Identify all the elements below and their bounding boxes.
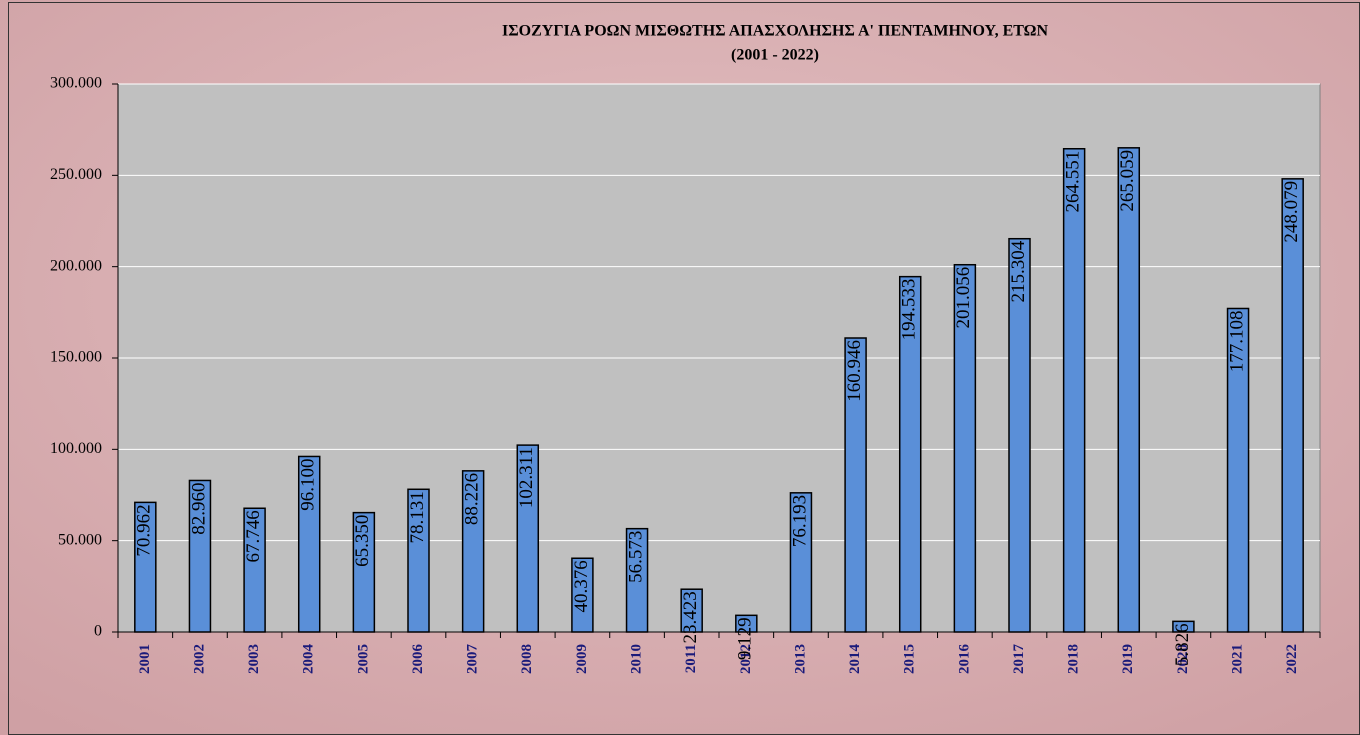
bar [735,614,758,633]
value-label: 23.423 [680,591,701,643]
x-tick-label: 2009 [574,644,590,674]
bar [625,527,649,633]
x-tick-label: 2022 [1284,644,1300,674]
bar [297,455,321,633]
chart-title: ΙΣΟΖΥΓΙΑ ΡΟΩΝ ΜΙΣΘΩΤΗΣ ΑΠΑΣΧΟΛΗΣΗΣ Α' ΠΕ… [502,23,1048,40]
bar [516,444,540,633]
y-tick-label: 200.000 [50,257,102,274]
value-label: 70.962 [134,504,155,556]
x-tick-label: 2011 [683,644,699,673]
bar [1117,147,1141,633]
x-tick-label: 2004 [301,644,317,675]
value-label: 248.079 [1281,181,1302,243]
x-tick-label: 2010 [628,644,644,674]
bar [571,557,594,633]
x-tick-label: 2003 [246,644,262,674]
value-label: 65.350 [352,515,373,567]
value-label: 215.304 [1008,240,1029,302]
value-label: 56.573 [625,531,646,583]
value-label: 201.056 [953,267,974,329]
x-tick-label: 2016 [956,644,972,675]
x-tick-label: 2002 [191,644,207,674]
bar [134,501,157,633]
value-label: 40.376 [571,560,592,612]
x-tick-label: 2005 [355,644,371,674]
value-label: 9.129 [735,617,756,660]
bar [898,275,922,633]
bar [407,488,430,633]
value-label: 194.533 [899,279,920,341]
x-tick-label: 2013 [792,644,808,674]
value-label: 264.551 [1062,151,1083,213]
x-tick-label: 2020 [1175,644,1191,674]
value-label: 5.826 [1172,623,1193,666]
x-tick-label: 2001 [137,644,153,674]
x-tick-label: 2007 [465,644,481,675]
value-label: 160.946 [844,340,865,402]
bar [1281,178,1304,633]
y-tick-label: 150.000 [50,349,102,366]
value-label: 88.226 [461,473,482,525]
y-tick-label: 300.000 [50,75,102,92]
bar [1062,148,1086,633]
y-tick-label: 0 [94,623,102,640]
bar [953,263,977,633]
x-tick-label: 2014 [847,644,863,675]
value-label: 96.100 [298,458,319,510]
x-tick-label: 2019 [1120,644,1136,674]
x-tick-label: 2006 [410,644,426,675]
bar [844,337,867,633]
y-tick-label: 100.000 [50,440,102,457]
bar [352,511,376,633]
x-tick-label: 2017 [1011,644,1027,675]
bar [680,588,703,633]
bar [188,479,212,633]
value-label: 177.108 [1226,310,1247,372]
y-tick-label: 250.000 [50,166,102,183]
value-label: 78.131 [407,491,428,543]
chart-subtitle: (2001 - 2022) [731,47,819,64]
bar [461,470,485,633]
value-label: 82.960 [188,482,209,534]
value-label: 102.311 [516,447,537,508]
x-tick-label: 2018 [1066,644,1082,674]
value-label: 265.059 [1117,150,1138,212]
bar [789,492,813,633]
bar [243,507,266,633]
bar [1226,307,1250,633]
x-tick-label: 2008 [519,644,535,674]
x-tick-label: 2012 [738,644,754,674]
x-tick-label: 2021 [1229,644,1245,674]
value-label: 67.746 [243,510,264,562]
y-tick-label: 50.000 [58,531,102,548]
bar [1172,620,1195,633]
x-tick-label: 2015 [902,644,918,674]
value-label: 76.193 [789,495,810,547]
bar [1008,237,1031,633]
